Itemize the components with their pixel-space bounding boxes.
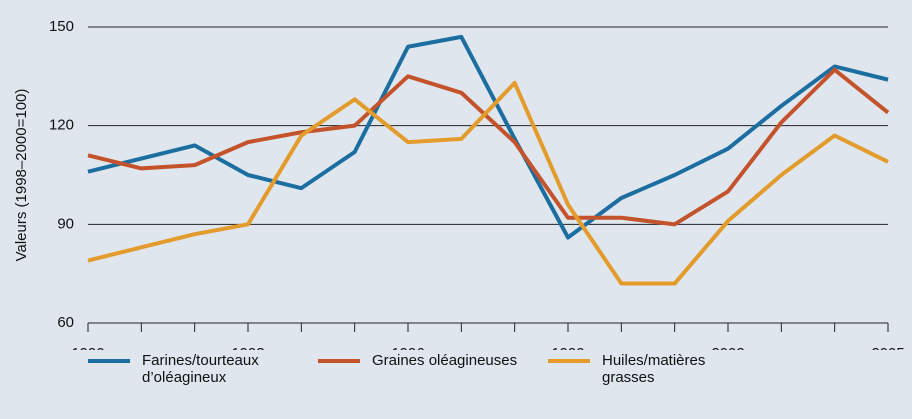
- y-tick-label: 60: [57, 314, 74, 331]
- x-tick-label: 1996: [391, 345, 424, 350]
- y-tick-label: 120: [49, 117, 74, 134]
- y-tick-label: 90: [57, 215, 74, 232]
- x-tick-label: 2002: [711, 345, 744, 350]
- series-line: [87, 67, 890, 227]
- x-tick-label: 1993: [231, 345, 264, 350]
- legend-swatch: [548, 359, 590, 363]
- plot: Valeurs (1998–2000=100) 60 90 120 150 1990 19…: [13, 18, 905, 350]
- legend-label: Graines oléagineuses: [372, 352, 518, 369]
- y-tick-label: 150: [49, 18, 74, 35]
- legend: Farines/tourteaux d’oléagineux Graines ol…: [88, 352, 888, 412]
- x-tick-label: 1990: [71, 345, 104, 350]
- x-tick-label: 2005: [871, 345, 904, 350]
- legend-swatch: [88, 359, 130, 363]
- legend-label: Huiles/matières grasses: [602, 352, 706, 386]
- legend-swatch: [318, 359, 360, 363]
- series-line: [87, 80, 889, 286]
- legend-label: Farines/tourteaux d’oléagineux: [142, 352, 259, 386]
- x-tick-label: 1999: [551, 345, 584, 350]
- y-axis-label: Valeurs (1998–2000=100): [13, 89, 30, 262]
- series-line: [87, 34, 889, 240]
